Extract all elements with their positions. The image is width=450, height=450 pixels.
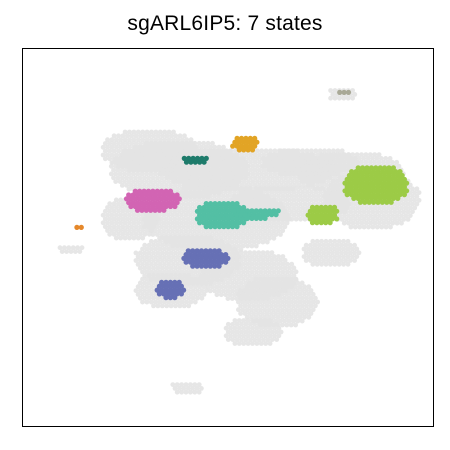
state-cluster-8 bbox=[181, 155, 209, 165]
background-points bbox=[57, 88, 422, 395]
scatter-plot bbox=[57, 88, 422, 395]
background-cluster-13 bbox=[223, 318, 284, 346]
background-cluster-17 bbox=[170, 382, 204, 395]
background-cluster-12 bbox=[133, 272, 209, 309]
state-cluster-1 bbox=[305, 204, 340, 226]
state-points bbox=[74, 89, 410, 301]
state-cluster-7 bbox=[230, 135, 260, 153]
background-cluster-16 bbox=[328, 88, 358, 101]
state-cluster-9 bbox=[337, 89, 352, 95]
background-cluster-15 bbox=[57, 245, 85, 255]
state-cluster-6 bbox=[154, 279, 187, 301]
state-cluster-10 bbox=[74, 224, 84, 230]
plot-area bbox=[22, 48, 434, 427]
state-cluster-5 bbox=[181, 248, 231, 269]
state-cluster-4 bbox=[123, 188, 182, 213]
state-cluster-3 bbox=[231, 208, 281, 221]
background-cluster-14 bbox=[301, 238, 362, 267]
chart-title: sgARL6IP5: 7 states bbox=[127, 12, 323, 35]
state-cluster-0 bbox=[342, 165, 410, 205]
